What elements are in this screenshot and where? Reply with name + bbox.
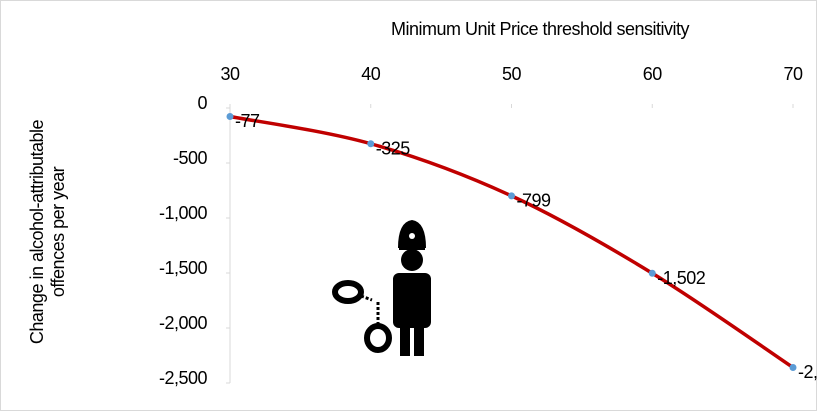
data-label: -2,359: [798, 362, 817, 382]
point: [789, 363, 797, 371]
y-axis-label: Change in alcohol-attributable offences …: [27, 119, 68, 345]
point: [226, 112, 234, 120]
data-label: -77: [235, 111, 260, 131]
point: [367, 140, 375, 148]
y-tick-label: -500: [173, 148, 208, 168]
y-tick-label: -1,500: [159, 258, 208, 278]
x-tick-label: 40: [361, 64, 381, 84]
chart-title: Minimum Unit Price threshold sensitivity: [391, 19, 690, 39]
point: [508, 192, 515, 200]
y-tick-label: -1,000: [159, 203, 208, 223]
x-tick-label: 70: [783, 64, 803, 84]
line: [229, 114, 794, 369]
x-tick-label: 30: [220, 64, 240, 84]
point: [648, 269, 656, 277]
data-label: -325: [376, 139, 411, 159]
police-icon: [393, 220, 431, 356]
y-tick-label: -2,500: [159, 368, 208, 388]
data-label: -799: [517, 191, 552, 211]
data-label: -1,502: [657, 268, 706, 288]
x-tick-label: 50: [502, 64, 522, 84]
x-tick-label: 60: [643, 64, 663, 84]
y-tick-label: -2,000: [159, 313, 208, 333]
y-tick-label: 0: [197, 93, 207, 113]
handcuffs-icon: [332, 280, 392, 353]
